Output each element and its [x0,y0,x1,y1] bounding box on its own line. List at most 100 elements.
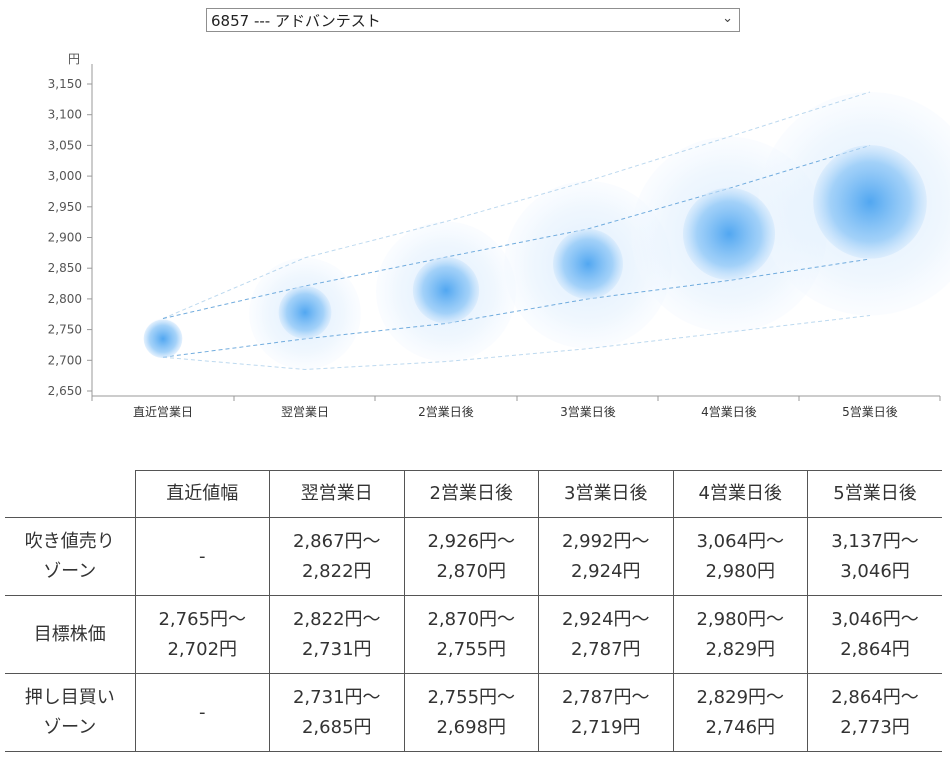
column-header: 5営業日後 [807,470,942,518]
row-label: 吹き値売り ゾーン [5,517,136,596]
price-cell: 2,992円～ 2,924円 [538,517,674,596]
y-tick-label: 3,050 [48,138,82,152]
price-value: 2,829円～ [696,686,785,708]
target-bubble [143,319,183,359]
row-label-line: 目標株価 [33,623,106,645]
price-cell: 2,926円～ 2,870円 [403,517,539,596]
y-tick-label: 3,000 [48,169,82,183]
price-value: 2,787円 [570,638,641,660]
y-tick-label: 3,150 [48,77,82,91]
y-tick-label: 2,950 [48,200,82,214]
x-category-label: 5営業日後 [842,405,898,419]
price-cell: 2,822円～ 2,731円 [269,595,405,674]
price-cell: 2,755円～ 2,698円 [403,673,539,752]
price-value: 2,992円～ [561,530,650,552]
price-value: 2,719円 [570,716,641,738]
price-value: 2,731円 [301,638,372,660]
column-header: 翌営業日 [269,470,405,518]
price-value: 2,864円 [840,638,910,660]
price-cell: 2,870円～ 2,755円 [403,595,539,674]
x-category-label: 直近営業日 [133,405,193,419]
y-tick-label: 2,900 [48,231,82,245]
row-label-line: ゾーン [43,560,97,582]
price-value: 2,765円～ [158,608,247,630]
y-tick-label: 2,650 [48,384,82,398]
price-value: 2,822円～ [292,608,381,630]
price-value: 2,787円～ [561,686,650,708]
price-cell: 2,924円～ 2,787円 [538,595,674,674]
lower-zone-line [162,314,871,371]
y-tick-label: 2,800 [48,292,82,306]
price-zone-table: 直近値幅 翌営業日 2営業日後 3営業日後 4営業日後 5営業日後 吹き値売りゾーン - 2,… [5,470,942,752]
price-value: 2,698円 [436,716,507,738]
price-value: 2,829円 [705,638,776,660]
price-value: 2,870円 [436,560,507,582]
price-cell: 3,137円～ 3,046円 [807,517,942,596]
column-header: 3営業日後 [538,470,674,518]
price-value: 2,864円～ [831,686,919,708]
price-cell: 2,765円～ 2,702円 [134,595,270,674]
column-header: 直近値幅 [134,470,270,518]
target-bubble [412,257,480,324]
chevron-down-icon: ⌄ [722,11,733,26]
price-cell: 3,046円～ 2,864円 [807,595,942,674]
column-header: 2営業日後 [403,470,539,518]
row-label-line: 押し目買い [24,686,115,708]
price-value: 2,731円～ [292,686,381,708]
price-value: 2,980円～ [696,608,785,630]
row-label-line: 吹き値売り [24,530,115,552]
price-value: - [199,701,206,723]
table-header-row: 直近値幅 翌営業日 2営業日後 3営業日後 4営業日後 5営業日後 [5,470,942,518]
price-value: 2,755円 [436,638,507,660]
x-category-label: 3営業日後 [560,405,616,419]
y-axis-unit: 円 [68,52,80,66]
price-value: 2,822円 [301,560,372,582]
price-value: 2,924円～ [561,608,650,630]
y-tick-label: 3,100 [48,108,82,122]
stock-selector[interactable]: 6857 --- アドバンテスト ⌄ [206,8,740,32]
upper-zone-line [162,91,871,320]
price-value: 2,685円 [301,716,372,738]
target-bubble [682,187,776,280]
column-header: 4営業日後 [672,470,808,518]
price-value: 2,926円～ [427,530,516,552]
price-value: 2,924円 [570,560,641,582]
row-label: 押し目買い ゾーン [5,673,136,752]
price-value: 2,773円 [840,716,910,738]
price-value: 3,137円～ [831,530,919,552]
row-label: 目標株価 [5,595,136,674]
price-cell: 2,864円～ 2,773円 [807,673,942,752]
price-cell: 2,787円～ 2,719円 [538,673,674,752]
table-corner [5,470,136,518]
price-value: - [199,545,206,567]
lower-target-line [162,258,871,358]
price-cell: 2,829円～ 2,746円 [672,673,808,752]
table-row: 押し目買いゾーン - 2,731円～ 2,685円 2,755円～ 2,698円 2,787… [5,673,942,752]
price-cell: - [134,673,270,752]
price-cell: 2,867円～ 2,822円 [269,517,405,596]
price-value: 2,755円～ [427,686,516,708]
price-cell: 3,064円～ 2,980円 [672,517,808,596]
y-tick-label: 2,850 [48,261,82,275]
price-value: 3,046円～ [831,608,919,630]
price-value: 2,746円 [705,716,776,738]
row-label-line: ゾーン [43,716,97,738]
x-category-label: 2営業日後 [418,405,474,419]
x-category-label: 4営業日後 [701,405,757,419]
price-value: 3,046円 [840,560,910,582]
price-value: 3,064円～ [696,530,785,552]
table-row: 目標株価 2,765円～ 2,702円 2,822円～ 2,731円 2,870円～ 2,7… [5,595,942,674]
price-value: 2,870円～ [427,608,516,630]
price-value: 2,980円 [705,560,776,582]
price-cell: 2,980円～ 2,829円 [672,595,808,674]
stock-selector-value: 6857 --- アドバンテスト [211,11,381,30]
target-bubble [813,145,927,259]
x-category-label: 翌営業日 [281,405,329,419]
upper-target-line [162,144,871,320]
y-tick-label: 2,750 [48,323,82,337]
price-value: 2,702円 [167,638,238,660]
price-cell: 2,731円～ 2,685円 [269,673,405,752]
target-bubble [553,228,623,299]
y-tick-label: 2,700 [48,353,82,367]
table-row: 吹き値売りゾーン - 2,867円～ 2,822円 2,926円～ 2,870円 2,992… [5,517,942,596]
